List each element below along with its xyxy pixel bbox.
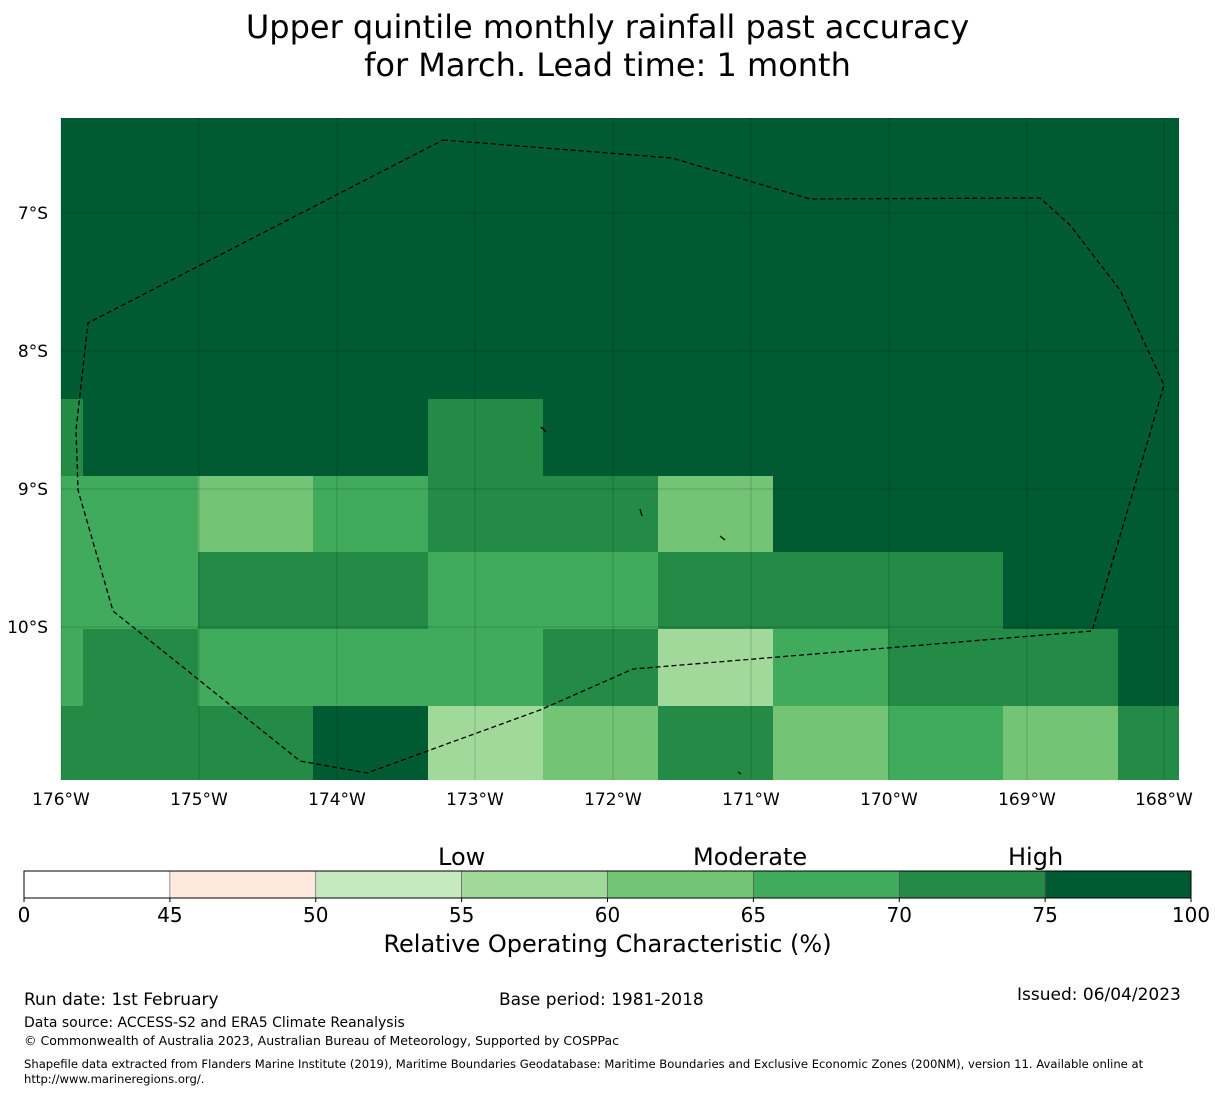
colorbar-ticks: 0 45 50 55 60 65 70 75 100 [18,898,1210,927]
colorbar-bin [461,870,608,899]
colorbar-tick-label: 100 [1172,903,1210,927]
latitude-tick-label: 8°S [18,342,48,362]
grid-cell [773,476,1179,552]
grid-cell [773,629,888,706]
colorbar-bin [23,870,171,899]
longitude-tick-label: 176°W [32,790,90,810]
grid-cell [428,706,543,780]
longitude-tick-label: 171°W [722,790,780,810]
grid-cell [543,399,1179,476]
colorbar-tick-label: 65 [741,903,766,927]
grid-cell [1118,706,1179,780]
run-date: Run date: 1st February [24,990,219,1010]
grid-cell [61,118,1179,400]
latitude-tick-label: 7°S [18,204,48,224]
grid-cell [61,399,83,476]
shapefile-credit-line-1: Shapefile data extracted from Flanders M… [24,1057,1144,1071]
map-title-line-2: for March. Lead time: 1 month [364,46,851,84]
grid-cell [313,706,428,780]
grid-cell [61,476,198,552]
grid-cell [428,552,658,629]
grid-cell [888,706,1003,780]
copyright-notice: © Commonwealth of Australia 2023, Austra… [24,1033,619,1048]
map-title-line-1: Upper quintile monthly rainfall past acc… [245,8,970,46]
graticule [60,118,1179,780]
longitude-tick-label: 170°W [860,790,918,810]
colorbar-bin [169,870,317,899]
grid-cell [658,706,773,780]
longitude-tick-label: 172°W [584,790,642,810]
grid-cell [1003,552,1179,629]
grid-cell [658,552,1003,629]
colorbar-tick-label: 45 [157,903,182,927]
colorbar-tick-label: 55 [449,903,474,927]
shapefile-credit-line-2: http://www.marineregions.org/. [24,1072,205,1086]
island-mark [540,426,547,433]
grid-cell [61,629,83,706]
grid-cell [428,399,543,476]
colorbar-bin [315,870,462,899]
grid-cell [61,552,198,629]
island-marks [540,426,742,775]
latitude-axis: 7°S 8°S 9°S 10°S [7,204,48,638]
colorbar-tick-label: 50 [303,903,328,927]
latitude-tick-label: 10°S [7,618,48,638]
colorbar-label: Relative Operating Characteristic (%) [383,930,832,958]
category-low-label: Low [438,843,486,871]
data-source: Data source: ACCESS-S2 and ERA5 Climate … [24,1015,405,1031]
grid-cell [83,399,428,476]
colorbar-tick-label: 60 [595,903,620,927]
longitude-tick-label: 175°W [170,790,228,810]
grid-cell [658,476,773,552]
grid-cell [428,476,658,552]
island-mark [719,535,726,541]
longitude-tick-label: 173°W [446,790,504,810]
colorbar-tick-label: 0 [18,903,31,927]
island-mark [639,508,643,517]
colorbar-bin [607,870,754,899]
grid-cell [198,552,428,629]
colorbar-bin [898,870,1046,899]
colorbar-tick-label: 75 [1032,903,1057,927]
grid-cell [543,629,658,706]
grid-cell [543,706,658,780]
category-high-label: High [1008,843,1064,871]
latitude-tick-label: 9°S [18,480,48,500]
colorbar-bin [753,870,900,899]
grid-cell [198,476,313,552]
grid-cell [888,629,1118,706]
island-mark [737,771,742,775]
grid-cell [1003,706,1118,780]
grid-cell [198,629,543,706]
grid-cell [61,706,313,780]
grid-cell [658,629,773,706]
grid-cell [1118,629,1179,706]
base-period: Base period: 1981-2018 [499,990,704,1010]
grid-cell [313,476,428,552]
longitude-tick-label: 169°W [998,790,1056,810]
longitude-tick-label: 168°W [1135,790,1193,810]
grid-cell [773,706,888,780]
accuracy-grid [61,118,1179,780]
longitude-tick-label: 174°W [308,790,366,810]
colorbar-tick-label: 70 [887,903,912,927]
grid-cell [83,629,198,706]
category-moderate-label: Moderate [693,843,808,871]
longitude-axis: 176°W 175°W 174°W 173°W 172°W 171°W 170°W 169°W… [32,790,1193,810]
issued-date: Issued: 06/04/2023 [1017,985,1181,1005]
colorbar-bin [1044,870,1192,899]
colorbar [23,870,1192,899]
